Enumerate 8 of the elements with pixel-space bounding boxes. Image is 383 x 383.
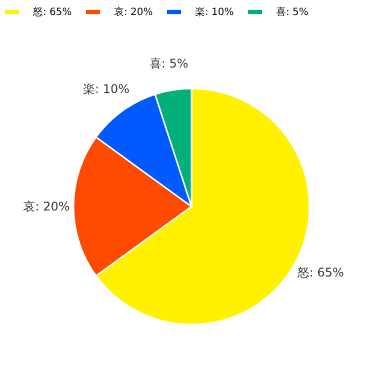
slice-label: 喜: 5% bbox=[149, 56, 188, 70]
legend-label: 怒: 65% bbox=[32, 6, 72, 18]
slice-label: 哀: 20% bbox=[23, 200, 70, 214]
slice-label: 楽: 10% bbox=[83, 82, 130, 96]
slice-label: 怒: 65% bbox=[296, 265, 344, 280]
legend-label: 哀: 20% bbox=[114, 6, 153, 18]
legend-label: 楽: 10% bbox=[195, 6, 234, 18]
legend-label: 喜: 5% bbox=[276, 6, 308, 18]
